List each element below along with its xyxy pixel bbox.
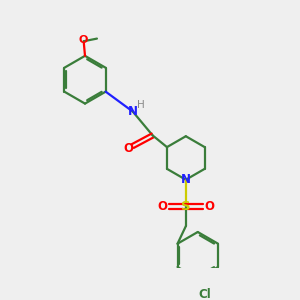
Text: O: O	[124, 142, 134, 155]
Text: S: S	[181, 200, 190, 213]
Text: O: O	[79, 35, 88, 45]
Text: Cl: Cl	[198, 288, 211, 300]
Text: O: O	[158, 200, 168, 213]
Text: O: O	[204, 200, 214, 213]
Text: N: N	[128, 105, 138, 118]
Text: N: N	[181, 173, 191, 186]
Text: H: H	[137, 100, 145, 110]
